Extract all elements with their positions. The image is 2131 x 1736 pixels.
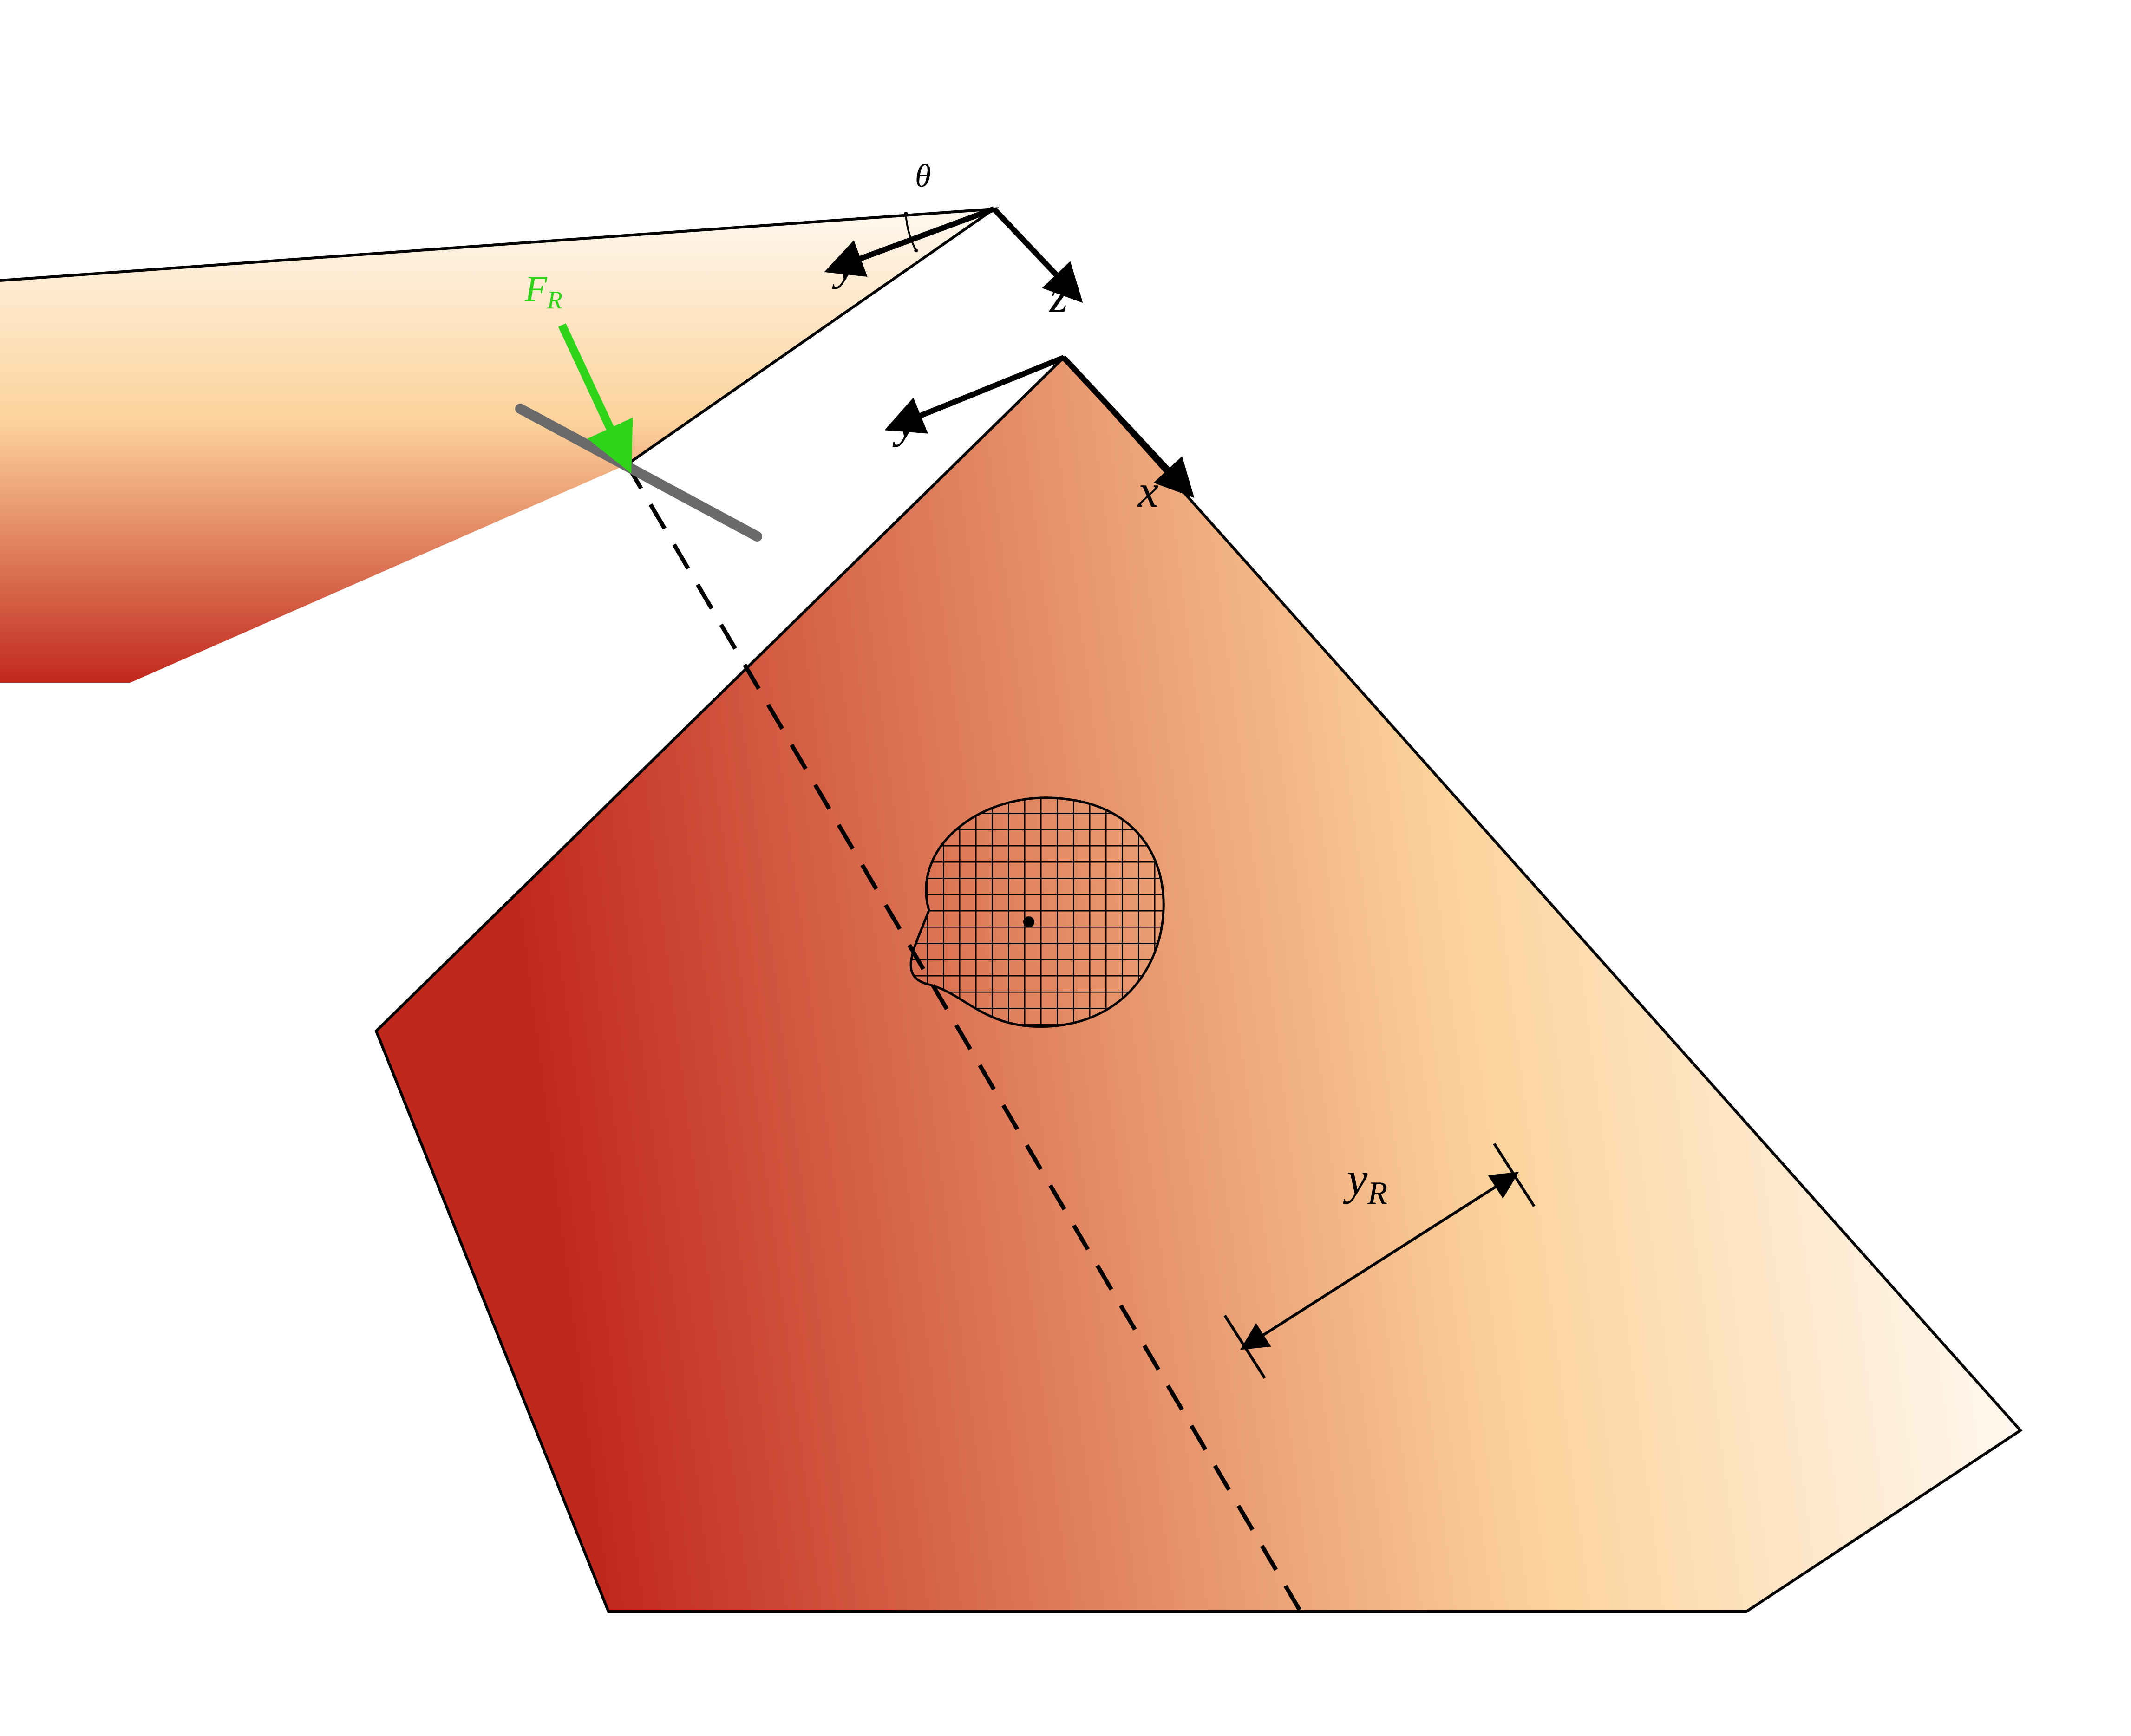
label-yR: yR [1347,1152,1387,1212]
label-z_u: z [1050,269,1068,323]
label-x_l: x [1138,464,1158,518]
diagram-svg [0,0,2131,1736]
label-y_l: y [896,395,917,448]
theta-tick [914,248,918,252]
theta-tick [904,212,908,215]
label-y_u: y [836,237,856,290]
lower-panel [376,358,2020,1612]
centroid-dot [1023,916,1034,927]
label-theta: θ [915,158,931,195]
label-FR: FR [525,268,562,315]
